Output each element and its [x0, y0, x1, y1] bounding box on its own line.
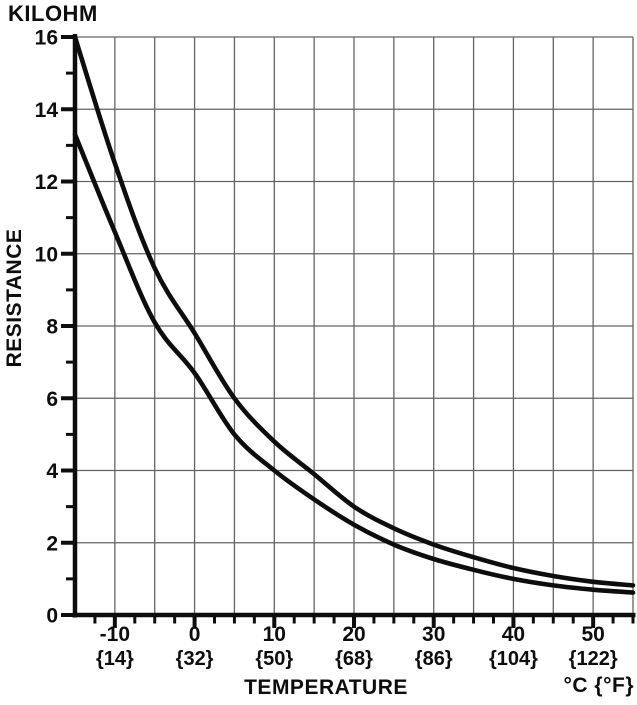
y-axis-title: RESISTANCE [3, 228, 26, 368]
tick-labels-layer: 0246810121416-10{14}0{32}10{50}20{68}30{… [35, 27, 618, 671]
x-tick-label-celsius: 0 [189, 623, 201, 646]
y-tick-label: 0 [46, 605, 58, 628]
x-axis-unit-label: °C {°F} [563, 674, 634, 697]
y-tick-label: 6 [46, 388, 58, 411]
resistance-curve-lower [72, 132, 636, 595]
x-tick-label-fahrenheit: {68} [335, 648, 373, 670]
x-tick-label-celsius: 40 [502, 623, 525, 646]
x-tick-label-celsius: 50 [581, 623, 604, 646]
y-tick-label: 14 [35, 99, 59, 122]
x-tick-label-fahrenheit: {50} [255, 648, 293, 670]
resistance-curve-upper [72, 34, 636, 588]
x-axis-title: TEMPERATURE [244, 676, 408, 699]
y-tick-label: 12 [35, 171, 58, 194]
y-tick-label: 8 [46, 316, 58, 339]
y-tick-label: 4 [46, 460, 58, 483]
y-tick-label: 10 [35, 243, 58, 266]
y-axis-unit-label: KILOHM [8, 1, 98, 26]
curves-layer [72, 34, 636, 595]
x-tick-label-fahrenheit: {104} [489, 648, 538, 670]
grid-layer [75, 36, 634, 615]
x-tick-label-fahrenheit: {86} [415, 648, 453, 670]
x-tick-label-celsius: 10 [263, 623, 286, 646]
x-tick-label-celsius: 30 [422, 623, 445, 646]
ticks-layer [61, 35, 635, 628]
x-tick-label-fahrenheit: {14} [96, 648, 134, 670]
x-tick-label-fahrenheit: {122} [569, 648, 618, 670]
x-tick-label-celsius: -10 [100, 623, 130, 646]
y-tick-label: 2 [46, 532, 58, 555]
x-tick-label-fahrenheit: {32} [176, 648, 214, 670]
x-tick-label-celsius: 20 [342, 623, 365, 646]
y-tick-label: 16 [35, 27, 58, 50]
